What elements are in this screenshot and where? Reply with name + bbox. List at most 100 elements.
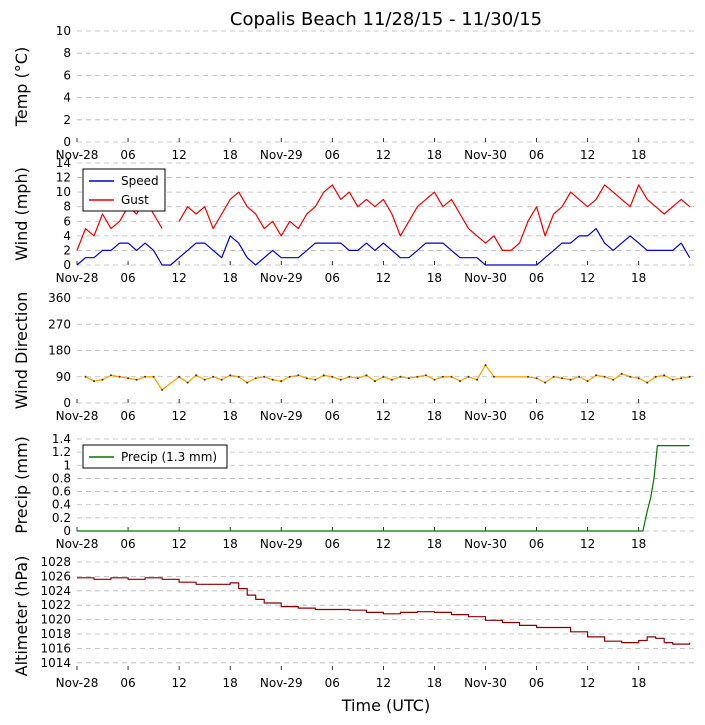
x-tick-label-temp: Nov-30 xyxy=(464,148,507,162)
y-axis-label-temp: Temp (°C) xyxy=(12,47,31,127)
x-tick-label-dir: 12 xyxy=(376,409,391,423)
data-point-direction xyxy=(527,375,529,378)
data-point-direction xyxy=(178,375,181,378)
x-tick-label-dir: 18 xyxy=(631,409,646,423)
data-point-direction xyxy=(288,375,291,378)
panel-temp: 0 2 4 6 8 10 Nov-28 06 12 18 Nov-29 06 12 18 Nov-30 06 1… xyxy=(12,24,694,162)
data-point-direction xyxy=(441,375,444,378)
data-point-direction xyxy=(476,378,478,381)
data-point-direction xyxy=(578,375,581,378)
data-point-direction xyxy=(127,377,130,380)
legend-box xyxy=(82,168,166,212)
x-tick-label-wind: 12 xyxy=(171,271,186,285)
data-point-direction xyxy=(373,380,376,383)
y-tick-label-dir: 180 xyxy=(48,344,71,358)
x-tick-label-alt: Nov-30 xyxy=(464,676,507,690)
y-tick-label-dir: 360 xyxy=(48,291,71,305)
x-tick-label-wind: 12 xyxy=(580,271,595,285)
y-tick-label-temp: 6 xyxy=(63,68,71,82)
data-point-direction xyxy=(535,377,538,380)
data-point-direction xyxy=(144,375,147,378)
x-tick-label-wind: 06 xyxy=(120,271,135,285)
y-tick-label-wind: 6 xyxy=(63,214,71,228)
x-tick-label-temp: 06 xyxy=(325,148,340,162)
x-tick-label-precip: 06 xyxy=(325,537,340,551)
data-point-direction xyxy=(263,375,266,378)
data-point-direction xyxy=(484,364,487,367)
y-tick-label-precip: 0 xyxy=(63,524,71,538)
x-tick-label-alt: Nov-29 xyxy=(260,676,303,690)
data-point-direction xyxy=(297,374,300,377)
y-axis-label-dir: Wind Direction xyxy=(12,292,31,410)
series-line-speed xyxy=(76,228,691,266)
y-tick-label-precip: 0.2 xyxy=(52,511,71,525)
data-point-direction xyxy=(203,378,206,381)
x-tick-label-precip: 18 xyxy=(631,537,646,551)
x-tick-label-wind: Nov-30 xyxy=(464,271,507,285)
legend-label: Gust xyxy=(121,193,149,207)
x-tick-label-dir: Nov-30 xyxy=(464,409,507,423)
x-tick-label-wind: 06 xyxy=(529,271,544,285)
x-tick-label-temp: 12 xyxy=(376,148,391,162)
x-tick-label-alt: 18 xyxy=(631,676,646,690)
chart-title: Copalis Beach 11/28/15 - 11/30/15 xyxy=(230,9,542,30)
data-point-direction xyxy=(93,380,95,383)
data-point-direction xyxy=(101,378,104,381)
data-point-direction xyxy=(569,378,572,381)
data-point-direction xyxy=(459,380,461,383)
x-tick-label-alt: 06 xyxy=(529,676,544,690)
y-tick-label-alt: 1016 xyxy=(40,641,71,655)
panel-precip: 00.20.40.60.811.21.4 Nov-28 06 12 18 Nov-29 06… xyxy=(12,432,694,551)
data-point-direction xyxy=(637,377,640,380)
x-tick-label-precip: Nov-28 xyxy=(56,537,99,551)
y-tick-label-alt: 1026 xyxy=(40,569,71,583)
y-tick-label-precip: 1 xyxy=(63,458,71,472)
y-tick-label-alt: 1018 xyxy=(40,627,71,641)
series-line-precip-1-3-mm- xyxy=(77,445,690,532)
data-point-direction xyxy=(135,378,138,381)
data-point-direction xyxy=(339,378,342,381)
y-tick-label-temp: 2 xyxy=(63,113,71,127)
y-tick-label-wind: 4 xyxy=(63,229,71,243)
y-tick-label-temp: 4 xyxy=(63,91,71,105)
x-tick-label-precip: Nov-29 xyxy=(260,537,303,551)
data-point-direction xyxy=(663,374,666,377)
data-point-direction xyxy=(314,378,317,381)
legend-box xyxy=(82,444,228,469)
series-line-gust xyxy=(76,184,691,251)
y-tick-label-alt: 1014 xyxy=(40,656,71,670)
x-tick-label-alt: 18 xyxy=(427,676,442,690)
data-point-direction xyxy=(161,388,164,391)
x-tick-label-temp: 12 xyxy=(580,148,595,162)
y-axis-label-precip: Precip (mm) xyxy=(12,436,31,534)
y-tick-label-wind: 8 xyxy=(63,200,71,214)
series-line-direction xyxy=(85,364,690,391)
data-point-direction xyxy=(416,375,419,378)
data-point-direction xyxy=(246,381,249,384)
x-tick-label-dir: 06 xyxy=(120,409,135,423)
x-tick-label-alt: 06 xyxy=(325,676,340,690)
y-tick-label-temp: 0 xyxy=(63,135,71,149)
x-tick-label-precip: 06 xyxy=(529,537,544,551)
data-point-direction xyxy=(390,378,393,381)
y-tick-label-precip: 0.6 xyxy=(52,485,71,499)
x-tick-label-dir: 18 xyxy=(427,409,442,423)
x-tick-label-dir: Nov-28 xyxy=(56,409,99,423)
data-point-direction xyxy=(603,375,606,378)
y-tick-label-precip: 0.4 xyxy=(52,498,71,512)
data-point-direction xyxy=(331,375,334,378)
x-axis-label: Time (UTC) xyxy=(341,696,430,715)
y-tick-label-wind: 2 xyxy=(63,243,71,257)
data-point-direction xyxy=(493,375,495,378)
data-point-direction xyxy=(254,377,257,380)
y-tick-label-temp: 10 xyxy=(56,24,71,38)
data-point-direction xyxy=(544,381,547,384)
x-tick-label-alt: 06 xyxy=(120,676,135,690)
x-tick-label-dir: 12 xyxy=(580,409,595,423)
data-point-direction xyxy=(688,375,691,378)
data-point-direction xyxy=(450,375,453,378)
x-tick-label-dir: 06 xyxy=(325,409,340,423)
